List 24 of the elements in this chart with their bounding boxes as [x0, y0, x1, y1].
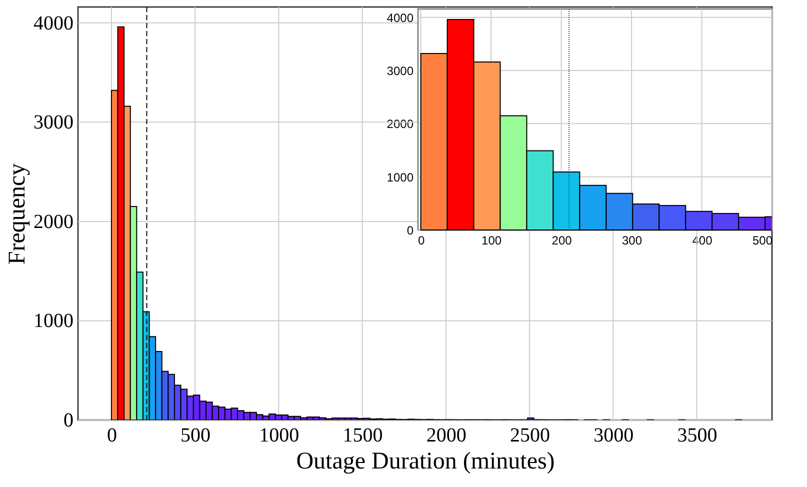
y-tick-label: 0: [64, 410, 74, 432]
y-tick-label: 0: [406, 224, 414, 238]
x-tick-label: 100: [482, 234, 502, 248]
y-tick-label: 4000: [34, 12, 74, 34]
y-tick-label: 3000: [34, 112, 74, 134]
x-tick-label: 3000: [594, 424, 634, 446]
x-tick-label: 2500: [510, 424, 550, 446]
x-tick-label: 1500: [342, 424, 383, 446]
x-tick-label: 0: [106, 424, 117, 446]
x-tick-label: 2000: [426, 424, 466, 446]
y-axis-title: Frequency: [4, 163, 30, 265]
x-tick-label: 3500: [677, 424, 718, 446]
y-tick-label: 1000: [34, 310, 74, 332]
y-tick-label: 3000: [386, 64, 414, 78]
x-tick-label: 500: [180, 424, 211, 446]
x-axis-title: Outage Duration (minutes): [296, 448, 555, 474]
y-tick-label: 2000: [34, 210, 74, 233]
x-tick-label: 300: [622, 234, 642, 248]
y-tick-label: 1000: [386, 170, 414, 184]
x-tick-label: 1000: [259, 424, 300, 446]
y-tick-label: 4000: [386, 10, 414, 25]
y-tick-label: 2000: [386, 117, 414, 132]
x-tick-label: 0: [418, 234, 425, 248]
x-tick-label: 200: [552, 234, 572, 248]
